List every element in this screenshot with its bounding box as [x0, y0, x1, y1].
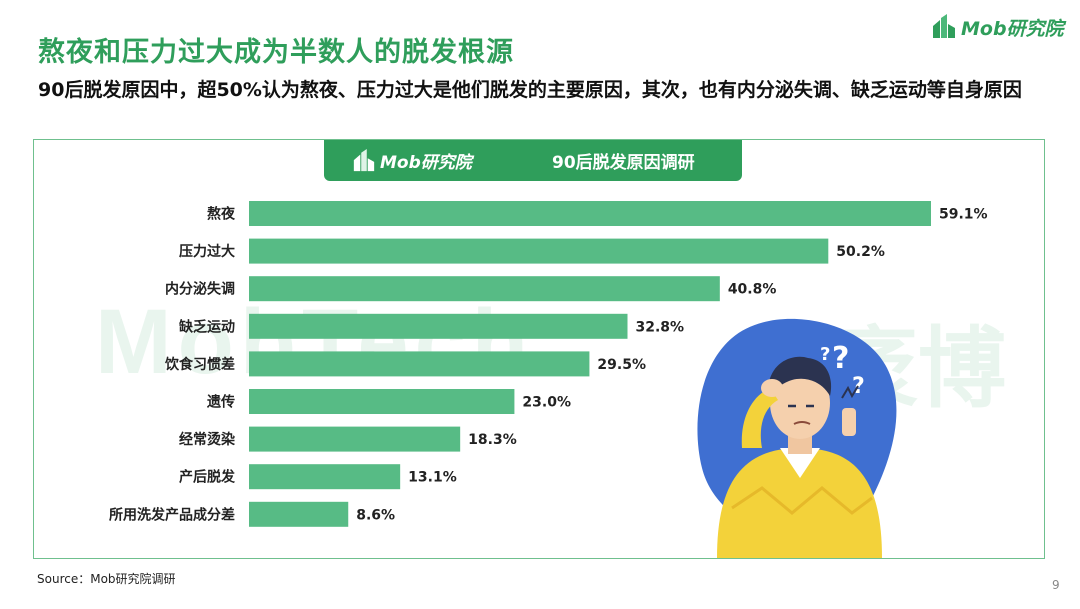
category-label: 内分泌失调: [165, 281, 235, 298]
bar: [249, 313, 628, 339]
category-label: 压力过大: [179, 243, 235, 260]
value-label: 13.1%: [408, 470, 457, 486]
category-label: 经常烫染: [179, 431, 236, 448]
banner-logo: Mob研究院: [352, 148, 542, 173]
category-label: 所用洗发产品成分差: [109, 506, 235, 523]
brand-logo-text: Mob研究院: [961, 17, 1064, 40]
value-label: 32.8%: [636, 319, 685, 335]
brand-logo-icon: [933, 14, 955, 38]
svg-text:?: ?: [820, 344, 830, 365]
chart-title: 90后脱发原因调研: [552, 153, 695, 173]
bar: [249, 276, 720, 302]
banner-logo-icon: [353, 148, 375, 171]
bar: [249, 426, 461, 452]
bar: [249, 201, 931, 226]
bar: [249, 501, 349, 527]
chart-banner: Mob研究院 90后脱发原因调研: [324, 140, 742, 181]
svg-text:?: ?: [832, 341, 849, 376]
category-label: 熬夜: [207, 206, 236, 223]
value-label: 23.0%: [522, 395, 571, 411]
category-label: 遗传: [206, 394, 235, 411]
page-number: 9: [1052, 578, 1060, 592]
category-label: 缺乏运动: [179, 318, 235, 335]
value-label: 8.6%: [356, 507, 395, 523]
stressed-man-illustration: ? ? ?: [697, 318, 897, 558]
value-label: 59.1%: [939, 207, 988, 223]
source-note: Source：Mob研究院调研: [37, 572, 176, 586]
page-subtitle: 90后脱发原因中，超50%认为熬夜、压力过大是他们脱发的主要原因，其次，也有内分…: [38, 79, 1022, 101]
value-label: 40.8%: [728, 282, 777, 298]
banner-logo-text: Mob研究院: [380, 153, 472, 173]
value-label: 50.2%: [836, 244, 885, 260]
category-label: 产后脱发: [179, 469, 236, 486]
bar: [249, 238, 829, 264]
bar: [249, 464, 401, 490]
brand-logo: Mob研究院: [931, 10, 1064, 44]
value-label: 29.5%: [597, 357, 646, 373]
bar: [249, 389, 515, 414]
chart-frame: [33, 139, 1045, 559]
bar: [249, 351, 590, 377]
category-label: 饮食习惯差: [164, 356, 235, 373]
value-label: 18.3%: [468, 432, 517, 448]
page-title: 熬夜和压力过大成为半数人的脱发根源: [38, 37, 514, 68]
